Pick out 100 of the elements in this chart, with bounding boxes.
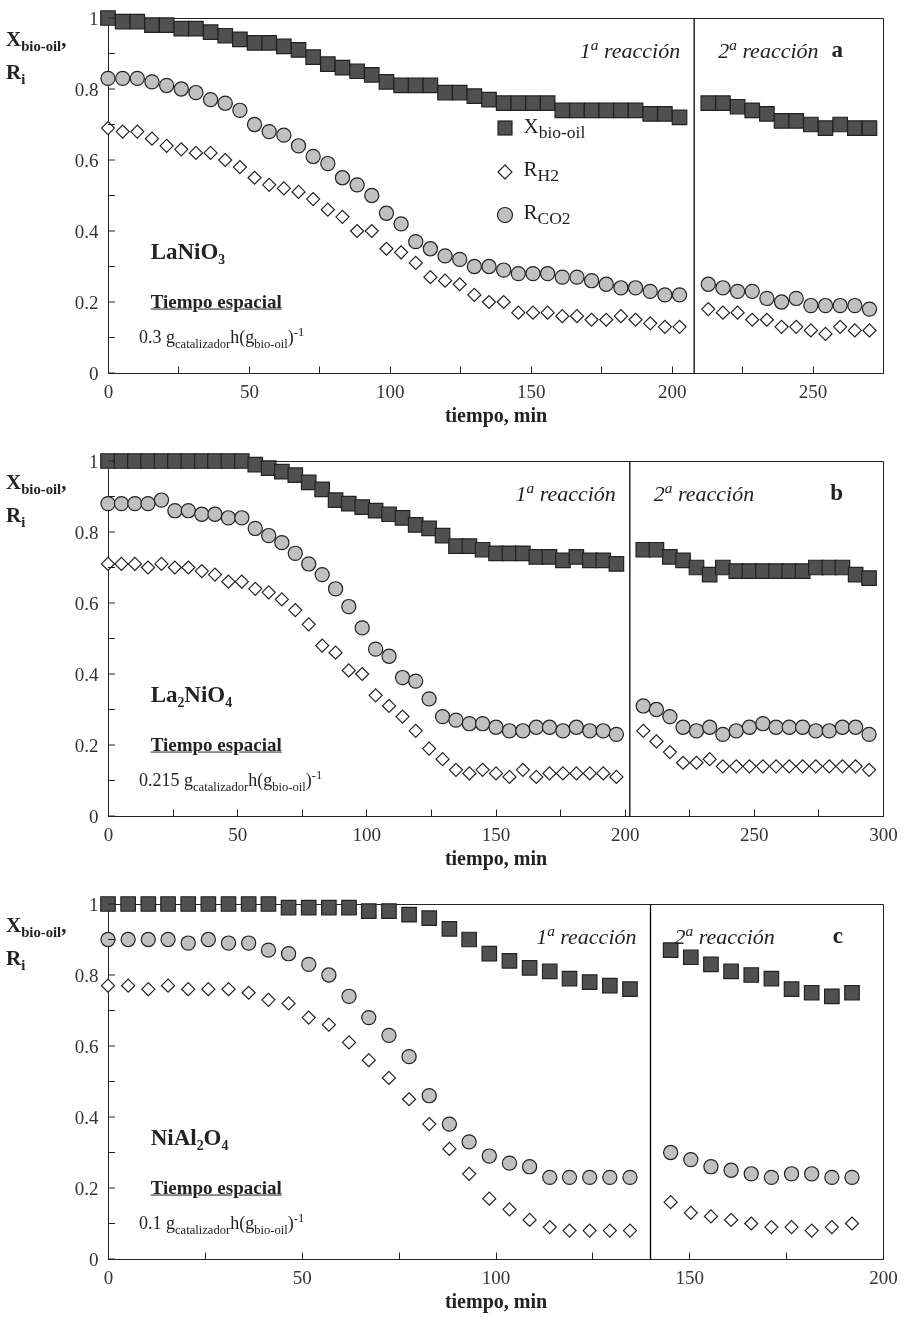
point (462, 1166, 477, 1181)
point (395, 709, 410, 724)
point (834, 719, 851, 735)
point (818, 326, 833, 342)
point (393, 216, 409, 232)
point (728, 723, 744, 739)
y-tick-label: 0.6 (74, 1035, 99, 1057)
annotation: 0.215 g$_{catalizador}$h(g$_{bio-oil}$)$^{-1}$ (139, 768, 323, 795)
point (381, 506, 397, 523)
point (741, 719, 758, 735)
point (521, 1159, 538, 1175)
point (701, 719, 718, 735)
point (274, 592, 289, 607)
x-tick-label: 200 (657, 380, 687, 402)
point (437, 84, 453, 101)
point (481, 294, 497, 310)
point (100, 978, 116, 993)
point (481, 91, 497, 108)
point (288, 602, 303, 618)
point (232, 102, 248, 118)
point (281, 996, 296, 1011)
point (759, 106, 775, 122)
point (381, 698, 397, 714)
point (167, 503, 183, 519)
point (583, 273, 600, 289)
point (582, 766, 597, 781)
point (602, 1223, 617, 1238)
point (788, 290, 804, 307)
point (803, 323, 818, 338)
point (115, 124, 130, 139)
point (817, 120, 834, 136)
point (683, 1151, 699, 1168)
y-tick-label: 1 (89, 450, 99, 472)
point (188, 145, 204, 161)
point (598, 276, 614, 292)
point (744, 102, 761, 119)
point (368, 688, 383, 703)
point (421, 691, 437, 707)
point (305, 148, 321, 165)
point (833, 319, 848, 334)
point (334, 170, 351, 186)
point (188, 84, 204, 101)
point (100, 931, 116, 948)
x-tick-label: 300 (869, 823, 898, 845)
point (672, 319, 687, 334)
point (160, 931, 176, 948)
point (622, 1223, 638, 1238)
point (379, 241, 394, 256)
point (461, 1134, 477, 1150)
point (113, 495, 130, 512)
point (675, 755, 691, 770)
point (421, 520, 437, 537)
point (247, 170, 262, 185)
point (582, 1223, 597, 1238)
point (448, 712, 464, 728)
annotation: 2$^{a}$ reacción (653, 478, 755, 507)
point (635, 698, 651, 714)
annotation: Tiempo espacial (150, 733, 282, 756)
y-tick-label: 0 (89, 805, 99, 827)
point (595, 723, 611, 739)
point (555, 309, 570, 324)
point (804, 1166, 820, 1182)
x-tick-label: 150 (481, 823, 511, 845)
point (627, 102, 644, 119)
point (218, 152, 233, 168)
point (207, 567, 223, 582)
point (314, 566, 330, 583)
point (154, 556, 169, 572)
point (542, 1219, 557, 1235)
point (715, 280, 731, 296)
point (401, 1048, 417, 1065)
point (158, 77, 175, 94)
point (481, 945, 498, 962)
point (153, 492, 170, 508)
point (555, 766, 571, 781)
point (555, 723, 571, 739)
point (511, 305, 526, 320)
point (202, 24, 219, 41)
point (361, 1053, 376, 1068)
point (501, 952, 518, 969)
point (496, 294, 511, 310)
annotation: b (830, 480, 843, 506)
point (743, 1166, 759, 1182)
point (502, 1202, 517, 1217)
point (173, 20, 190, 37)
point (662, 942, 679, 958)
annotation: 2$^{a}$ reacción (674, 921, 775, 950)
y-tick-label: 0.8 (74, 521, 99, 543)
point (276, 181, 291, 196)
point (423, 270, 438, 285)
point (817, 297, 834, 314)
point (144, 74, 160, 90)
point (127, 495, 143, 512)
point (181, 560, 196, 575)
point (643, 316, 658, 331)
point (140, 931, 156, 948)
point (759, 290, 775, 307)
point (723, 1162, 739, 1178)
point (140, 453, 156, 469)
point (675, 552, 691, 569)
